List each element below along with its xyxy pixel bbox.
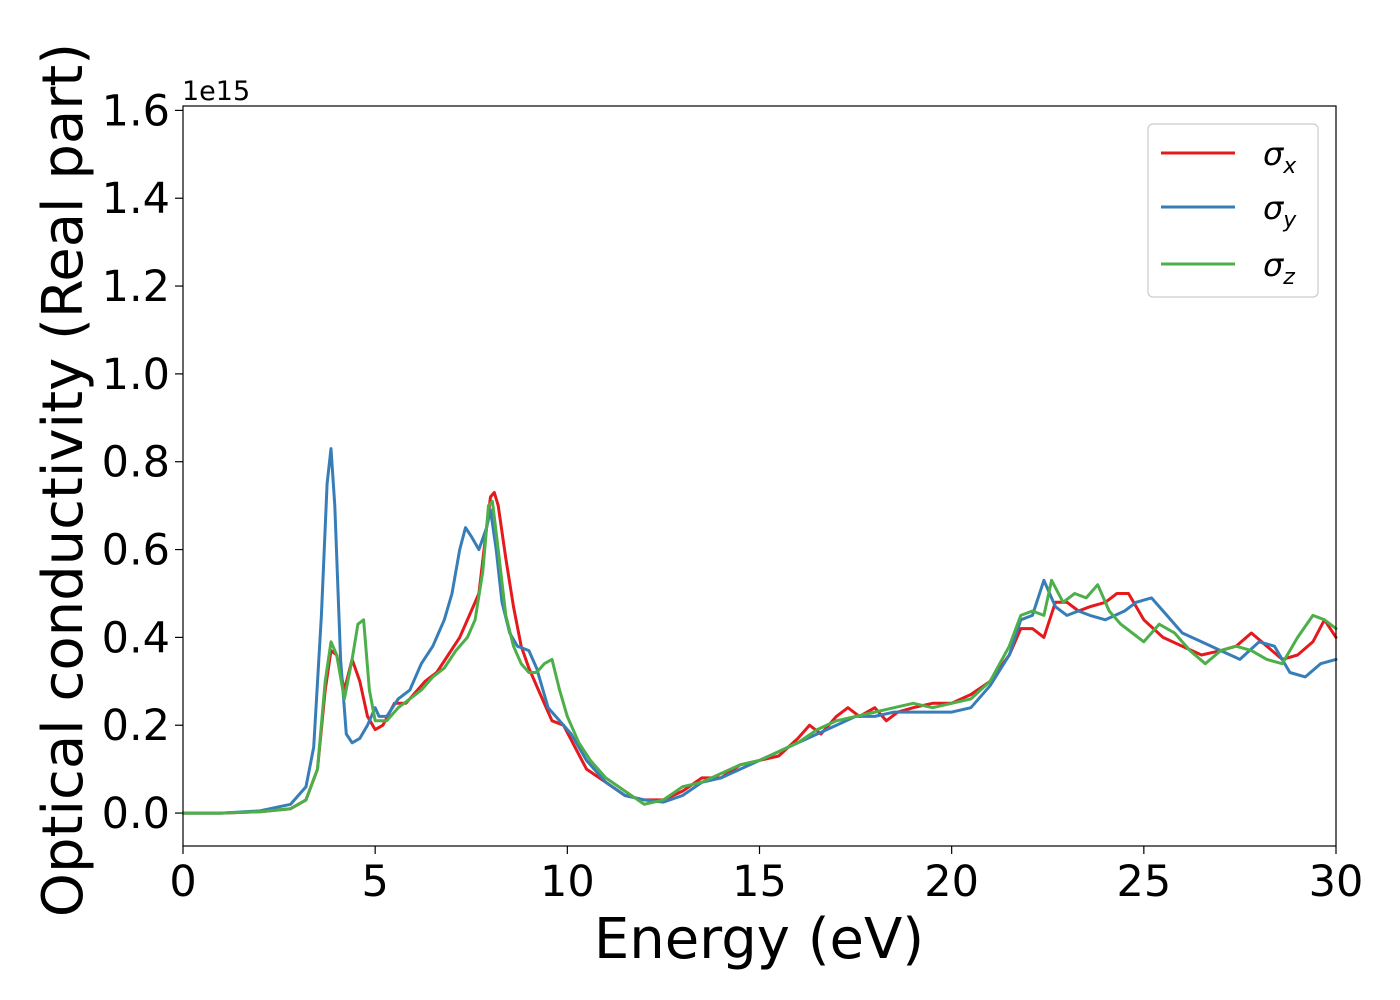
y-axis-ticks: 0.0 0.2 0.4 0.6 0.8 1.0 1.2 1.4 1.6 — [102, 86, 183, 839]
y-tick-label: 0.6 — [102, 526, 170, 576]
legend-box — [1147, 123, 1319, 298]
y-tick-label: 0.2 — [102, 701, 170, 751]
y-tick-label: 1.0 — [102, 350, 170, 400]
y-axis-label: Optical conductivity (Real part) — [31, 43, 96, 917]
y-tick-label: 0.8 — [102, 438, 170, 488]
series-line-sigma-z — [181, 499, 1338, 815]
x-tick-label: 20 — [924, 857, 979, 907]
y-tick-label: 1.6 — [102, 86, 170, 136]
x-tick-label: 30 — [1309, 857, 1364, 907]
series-line-sigma-x — [181, 491, 1338, 815]
plot-frame — [182, 105, 1337, 847]
legend-label-sigma-y: σy — [1263, 189, 1297, 233]
y-tick-label: 0.0 — [102, 789, 170, 839]
legend-label-sigma-z: σz — [1263, 246, 1295, 290]
x-tick-label: 10 — [540, 857, 595, 907]
x-axis-label: Energy (eV) — [594, 907, 924, 972]
y-tick-label: 1.4 — [102, 174, 170, 224]
y-tick-label: 0.4 — [102, 613, 170, 663]
x-axis-ticks: 0 5 10 15 20 25 30 — [169, 846, 1363, 907]
series-lines — [181, 447, 1338, 815]
legend: σx σy σz — [1147, 123, 1319, 298]
x-tick-label: 25 — [1116, 857, 1171, 907]
y-tick-label: 1.2 — [102, 262, 170, 312]
x-tick-label: 0 — [169, 857, 196, 907]
legend-label-sigma-x: σx — [1263, 135, 1297, 179]
x-tick-label: 15 — [732, 857, 787, 907]
x-tick-label: 5 — [361, 857, 388, 907]
y-offset-label: 1e15 — [182, 76, 250, 107]
